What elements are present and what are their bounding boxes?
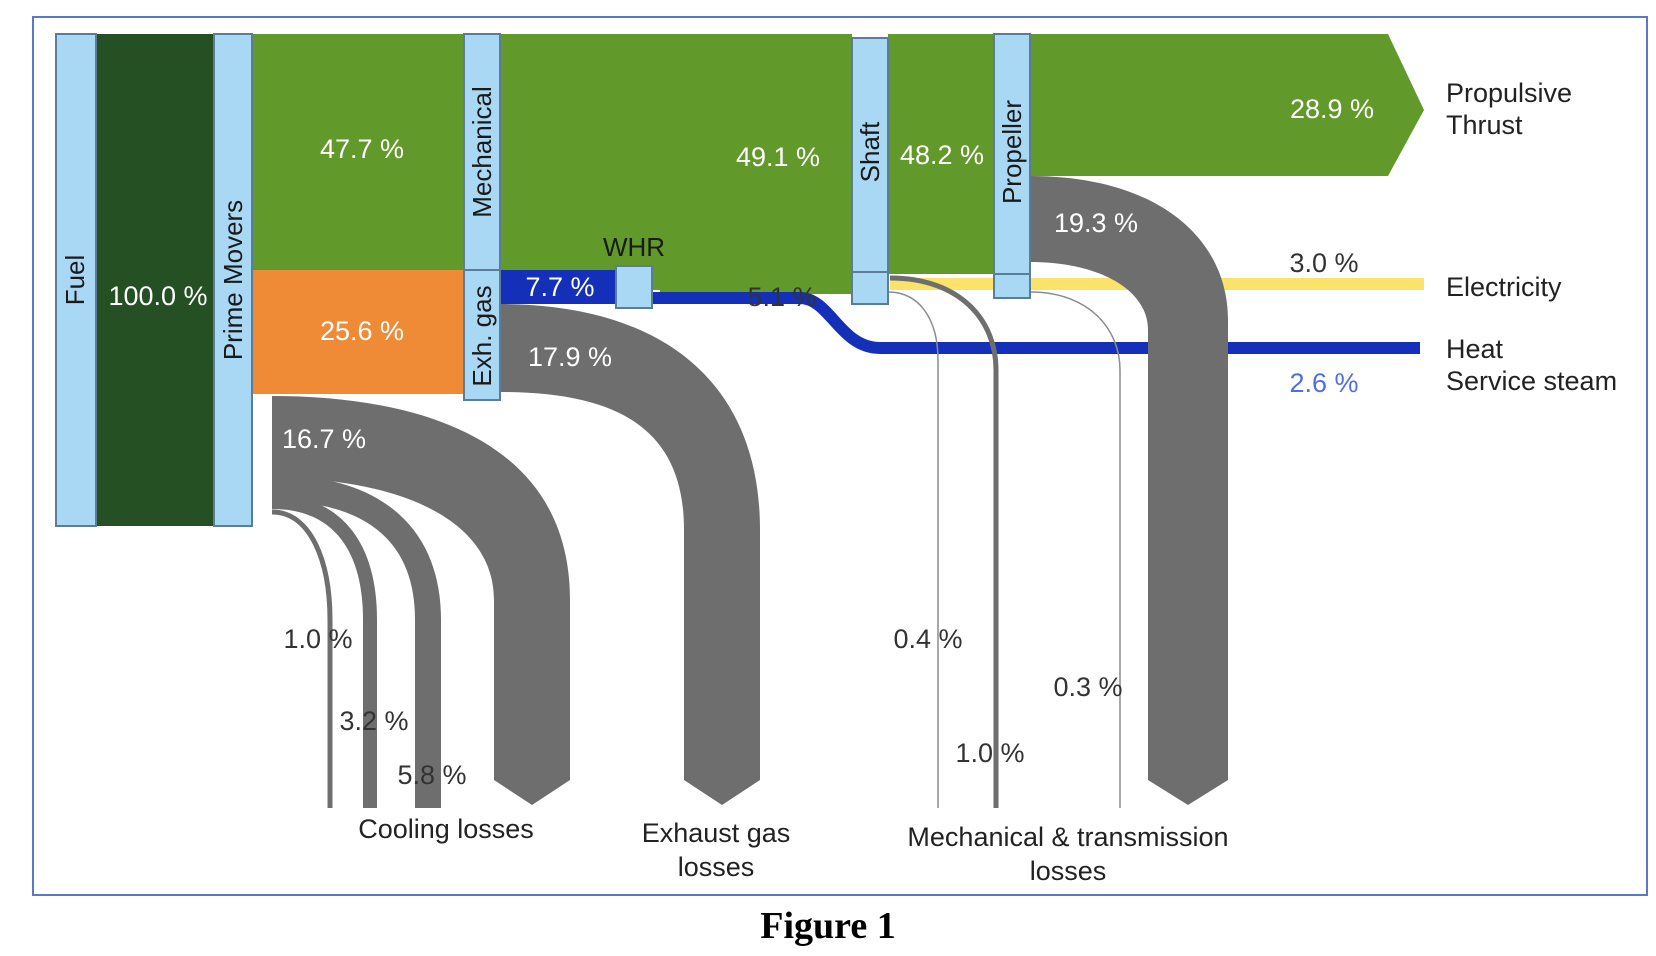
flow-fuel-total (96, 34, 214, 526)
node-label-propeller: Propeller (997, 100, 1027, 204)
label-propulsive: 28.9 % (1290, 94, 1374, 124)
node-label-mechanical: Mechanical (467, 86, 497, 218)
node-shaft (851, 37, 889, 273)
label-mechanical: 47.7 % (320, 134, 404, 164)
group-cooling-losses: Cooling losses (358, 814, 534, 844)
label-heat: 2.6 % (1289, 368, 1358, 398)
label-shaft-to-propeller: 48.2 % (900, 140, 984, 170)
node-label-shaft: Shaft (855, 121, 885, 182)
flow-cooling-main (272, 396, 570, 805)
figure-caption: Figure 1 (760, 905, 896, 947)
output-heat-line1: Heat (1446, 334, 1504, 364)
flow-mech-loss-a (887, 291, 939, 808)
label-whr-to-shaft: 5.1 % (747, 282, 816, 312)
flow-cooling-a (271, 509, 333, 808)
node-label-exh-gas: Exh. gas (467, 285, 497, 386)
node-fuel (55, 33, 97, 527)
flow-mechanical (252, 34, 464, 270)
node-label-whr: WHR (603, 232, 665, 262)
label-whr-in: 7.7 % (525, 272, 594, 302)
node-label-prime-movers: Prime Movers (218, 200, 248, 360)
flow-to-shaft (500, 34, 852, 294)
flow-mech-loss-c (1029, 291, 1121, 808)
group-mech-line1: Mechanical & transmission (907, 822, 1228, 852)
label-fuel-total: 100.0 % (108, 281, 207, 311)
output-electricity: Electricity (1446, 272, 1562, 302)
node-prime-movers (213, 33, 253, 527)
node-label-fuel: Fuel (60, 255, 90, 306)
group-mech-line2: losses (1030, 856, 1107, 886)
flow-propulsive-arrow (1030, 34, 1424, 176)
label-cooling: 16.7 % (282, 424, 366, 454)
label-to-shaft: 49.1 % (736, 142, 820, 172)
output-propulsive-line2: Thrust (1446, 110, 1523, 140)
output-heat-line2: Service steam (1446, 366, 1617, 396)
flow-heat (652, 292, 1420, 354)
label-mech-loss-c: 0.3 % (1053, 672, 1122, 702)
label-electricity: 3.0 % (1289, 248, 1358, 278)
flow-propeller-loss (1030, 176, 1228, 805)
node-mechanical (463, 33, 501, 271)
label-cooling-c: 5.8 % (397, 760, 466, 790)
group-exhaust-line2: losses (678, 852, 755, 882)
label-exhaust-loss: 17.9 % (528, 342, 612, 372)
label-cooling-a: 1.0 % (283, 624, 352, 654)
flow-mech-loss-b (889, 275, 999, 808)
flow-whr-in (500, 270, 616, 304)
node-exh-gas (463, 269, 501, 401)
node-shaft-lower (851, 271, 889, 305)
flow-shaft-to-propeller (888, 34, 994, 274)
node-propeller-lower (993, 273, 1031, 299)
output-propulsive-line1: Propulsive (1446, 78, 1572, 108)
figure-frame (32, 16, 1648, 896)
sankey-diagram: Fuel Prime Movers Mechanical Exh. gas WH… (55, 33, 1617, 886)
label-exhaust: 25.6 % (320, 316, 404, 346)
label-mech-loss-a: 0.4 % (893, 624, 962, 654)
node-whr (615, 265, 653, 309)
flow-cooling-c (271, 475, 441, 808)
label-propeller-loss: 19.3 % (1054, 208, 1138, 238)
flow-exhaust (252, 270, 464, 394)
flow-exhaust-loss (500, 304, 760, 805)
flow-cooling-b (271, 495, 377, 808)
label-mech-loss-b: 1.0 % (955, 738, 1024, 768)
group-exhaust-line1: Exhaust gas (642, 818, 791, 848)
label-cooling-b: 3.2 % (339, 706, 408, 736)
